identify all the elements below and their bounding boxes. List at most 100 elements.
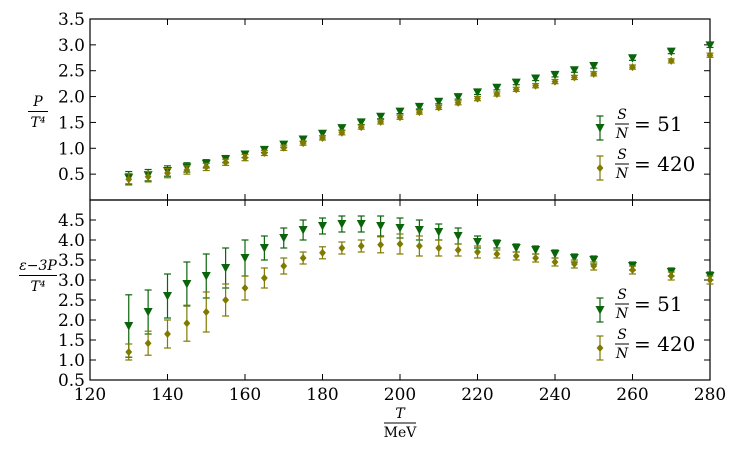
trace-anomaly-data-point bbox=[667, 272, 675, 280]
pressure-data-point bbox=[435, 103, 443, 112]
trace-anomaly-data-point bbox=[377, 240, 385, 249]
pressure-data-point bbox=[473, 88, 482, 97]
trace-anomaly-data-point bbox=[163, 292, 172, 301]
legend-denominator: N bbox=[615, 126, 629, 142]
pressure-data-point bbox=[395, 107, 405, 117]
trace-anomaly-data-point bbox=[182, 280, 192, 289]
trace-anomaly-y-tick-label: 4.0 bbox=[58, 231, 85, 251]
pressure-data-point bbox=[338, 128, 346, 137]
pressure-data-point bbox=[414, 102, 424, 112]
pressure-y-tick-label: 0.5 bbox=[58, 165, 85, 185]
pressure-y-tick-label: 2.5 bbox=[58, 62, 85, 82]
trace-anomaly-data-point bbox=[338, 244, 346, 252]
trace-anomaly-data-point bbox=[434, 228, 444, 237]
pressure-data-point bbox=[629, 63, 636, 72]
pressure-data-point bbox=[590, 69, 598, 78]
legend-numerator: S bbox=[617, 287, 627, 303]
trace-anomaly-data-point bbox=[474, 248, 481, 256]
pressure-data-point bbox=[493, 89, 501, 98]
trace-anomaly-y-tick-label: 0.5 bbox=[58, 371, 85, 391]
trace-anomaly-data-point bbox=[512, 252, 520, 260]
legend-marker bbox=[596, 164, 604, 172]
legend-marker bbox=[596, 344, 604, 352]
pressure-y-tick-label: 3.5 bbox=[58, 10, 85, 30]
pressure-data-point bbox=[550, 70, 560, 80]
trace-anomaly-data-point bbox=[706, 276, 714, 284]
trace-anomaly-data-point bbox=[550, 250, 560, 259]
trace-anomaly-data-point bbox=[395, 224, 405, 233]
x-tick-label: 120 bbox=[74, 385, 106, 405]
legend-marker bbox=[595, 124, 605, 133]
legend-value: = 51 bbox=[634, 112, 683, 136]
pressure-data-point bbox=[299, 139, 307, 148]
pressure-data-point bbox=[453, 93, 463, 102]
pressure-ylabel-numerator: P bbox=[32, 94, 43, 110]
trace-anomaly-data-point bbox=[125, 348, 133, 356]
trace-anomaly-data-point bbox=[396, 240, 404, 248]
trace-anomaly-data-point bbox=[435, 244, 443, 252]
legend-numerator: S bbox=[617, 147, 627, 163]
trace-anomaly-data-point bbox=[201, 272, 211, 281]
trace-anomaly-series-S420 bbox=[125, 233, 714, 361]
pressure-data-point bbox=[260, 148, 268, 157]
trace-anomaly-data-point bbox=[124, 322, 134, 331]
trace-anomaly-y-tick-label: 3.5 bbox=[58, 251, 85, 271]
pressure-data-point bbox=[667, 56, 675, 65]
x-tick-label: 260 bbox=[616, 385, 648, 405]
trace-anomaly-legend-entry-S51: SN = 51 bbox=[595, 287, 683, 323]
trace-anomaly-data-point bbox=[473, 238, 482, 247]
trace-anomaly-data-point bbox=[493, 250, 501, 258]
pressure-legend-entry-S420: SN = 420 bbox=[596, 147, 695, 182]
pressure-data-point bbox=[492, 83, 502, 93]
legend-value: = 420 bbox=[634, 152, 695, 176]
legend-marker bbox=[595, 306, 605, 315]
trace-anomaly-data-point bbox=[570, 260, 578, 268]
pressure-data-point bbox=[183, 166, 191, 175]
legend-numerator: S bbox=[617, 107, 627, 123]
pressure-data-point bbox=[125, 175, 133, 184]
pressure-data-point bbox=[415, 108, 423, 117]
trace-anomaly-data-point bbox=[241, 284, 249, 292]
pressure-y-tick-label: 2.0 bbox=[58, 88, 85, 108]
trace-anomaly-y-tick-label: 1.5 bbox=[58, 331, 85, 351]
pressure-ylabel-denominator: T⁴ bbox=[31, 115, 46, 131]
trace-anomaly-ylabel-denominator: T⁴ bbox=[31, 279, 46, 295]
x-tick-label: 280 bbox=[694, 385, 726, 405]
trace-anomaly-data-point bbox=[551, 258, 559, 266]
trace-anomaly-data-point bbox=[532, 254, 540, 262]
trace-anomaly-data-point bbox=[240, 254, 250, 263]
x-tick-label: 240 bbox=[539, 385, 571, 405]
trace-anomaly-y-tick-label: 2.5 bbox=[58, 291, 85, 311]
x-tick-label: 200 bbox=[384, 385, 416, 405]
trace-anomaly-y-tick-label: 2.0 bbox=[58, 311, 85, 331]
pressure-data-point bbox=[511, 78, 521, 88]
legend-value: = 420 bbox=[634, 332, 695, 356]
pressure-data-point bbox=[589, 62, 599, 71]
pressure-series-S420 bbox=[125, 51, 714, 186]
pressure-data-point bbox=[434, 97, 444, 107]
pressure-y-tick-label: 1.5 bbox=[58, 113, 85, 133]
trace-anomaly-data-point bbox=[337, 220, 347, 229]
pressure-legend-entry-S51: SN = 51 bbox=[595, 107, 683, 142]
pressure-data-point bbox=[454, 98, 462, 107]
trace-anomaly-data-point bbox=[629, 266, 636, 274]
pressure-data-point bbox=[356, 118, 366, 127]
trace-anomaly-y-tick-label: 3.0 bbox=[58, 271, 85, 291]
pressure-data-point bbox=[569, 66, 579, 75]
x-axis-label-numerator: T bbox=[395, 406, 406, 422]
pressure-data-point bbox=[551, 77, 559, 86]
pressure-data-point bbox=[202, 162, 210, 171]
pressure-data-point bbox=[705, 41, 715, 50]
pressure-data-point bbox=[280, 143, 288, 152]
trace-anomaly-data-point bbox=[511, 244, 521, 253]
x-axis-label-denominator: MeV bbox=[384, 425, 418, 441]
trace-anomaly-data-point bbox=[202, 308, 210, 316]
pressure-data-point bbox=[532, 81, 540, 90]
pressure-data-point bbox=[357, 123, 365, 132]
pressure-data-point bbox=[396, 113, 404, 122]
legend-denominator: N bbox=[615, 346, 629, 362]
legend-numerator: S bbox=[617, 327, 627, 343]
x-tick-label: 140 bbox=[151, 385, 183, 405]
trace-anomaly-data-point bbox=[221, 264, 231, 273]
trace-anomaly-data-point bbox=[260, 274, 268, 282]
